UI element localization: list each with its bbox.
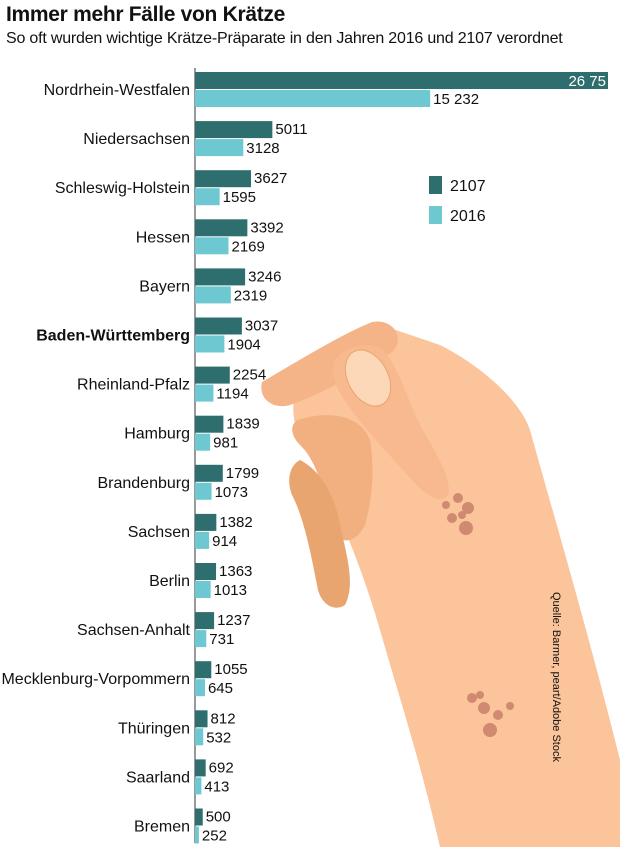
value-label-2016: 914 [212, 533, 237, 550]
value-label-2107: 26 75 [568, 73, 606, 90]
value-label-2107: 1382 [219, 514, 252, 531]
bar-2016 [195, 826, 199, 844]
bar-2016 [195, 728, 204, 746]
legend-swatch-2107 [429, 176, 442, 194]
value-label-2016: 645 [208, 680, 233, 697]
value-label-2107: 1055 [214, 661, 247, 678]
category-label: Schleswig-Holstein [55, 180, 190, 197]
value-label-2016: 15 232 [433, 91, 479, 108]
value-label-2107: 1839 [226, 416, 259, 433]
category-label: Bayern [139, 278, 190, 295]
bar-2016 [195, 531, 210, 549]
bar-2016 [195, 384, 214, 402]
category-label: Brandenburg [97, 475, 190, 492]
category-label: Niedersachsen [83, 131, 190, 148]
value-label-2016: 3128 [246, 140, 279, 157]
bar-2107 [195, 170, 251, 188]
category-label: Sachsen-Anhalt [77, 622, 191, 639]
bar-2016 [195, 679, 205, 697]
value-label-2107: 5011 [275, 121, 307, 138]
bar-2107 [195, 710, 208, 728]
bar-2107 [195, 612, 215, 630]
category-label: Bremen [134, 819, 190, 836]
value-label-2107: 3627 [254, 170, 287, 187]
value-label-2016: 413 [204, 778, 229, 795]
value-label-2016: 1194 [216, 386, 248, 403]
legend-label-2107: 2107 [450, 178, 486, 195]
value-label-2107: 1799 [226, 465, 259, 482]
source-note: Quelle: Barmer, peart/Adobe Stock [550, 592, 562, 762]
category-label: Sachsen [128, 524, 190, 541]
bar-2016 [195, 335, 225, 353]
bar-2107 [195, 808, 203, 826]
bar-2107 [195, 317, 242, 335]
value-label-2016: 2169 [231, 238, 264, 255]
value-label-2016: 1595 [223, 189, 256, 206]
bar-2107 [195, 219, 248, 237]
value-label-2016: 731 [209, 631, 234, 648]
bar-2016 [195, 286, 231, 304]
value-label-2107: 812 [211, 710, 236, 727]
category-label: Berlin [149, 573, 190, 590]
value-label-2016: 981 [213, 435, 238, 452]
value-label-2016: 1073 [215, 484, 248, 501]
category-label: Hessen [136, 229, 190, 246]
bar-2107 [195, 415, 224, 433]
chart-title: Immer mehr Fälle von Krätze [6, 3, 285, 26]
value-label-2016: 2319 [234, 287, 267, 304]
chart-subtitle: So oft wurden wichtige Krätze-Präparate … [6, 30, 563, 47]
category-label: Rheinland-Pfalz [77, 377, 190, 394]
bar-2016 [195, 188, 220, 206]
value-label-2107: 500 [206, 809, 231, 826]
value-label-2016: 1904 [227, 337, 260, 354]
value-label-2107: 3392 [250, 219, 283, 236]
value-label-2107: 3037 [245, 318, 278, 335]
bar-2016 [195, 139, 244, 157]
bar-2016 [195, 777, 202, 795]
value-label-2016: 1013 [214, 582, 247, 599]
category-label: Hamburg [124, 426, 190, 443]
category-label: Saarland [126, 769, 190, 786]
category-label: Baden-Württemberg [36, 328, 190, 345]
bar-2107 [195, 72, 608, 89]
bar-2107 [195, 121, 273, 139]
value-label-2016: 532 [206, 729, 231, 746]
bar-2016 [195, 237, 229, 255]
category-label: Mecklenburg-Vorpommern [1, 671, 190, 688]
bar-2016 [195, 433, 211, 451]
value-label-2107: 1237 [217, 612, 250, 629]
value-label-2016: 252 [202, 828, 227, 845]
value-label-2107: 2254 [233, 367, 266, 384]
bar-2016 [195, 630, 207, 648]
bar-2016 [195, 482, 212, 500]
legend-swatch-2016 [429, 206, 442, 224]
bar-2107 [195, 464, 223, 482]
legend-label-2016: 2016 [450, 208, 486, 225]
bar-2107 [195, 366, 230, 384]
bar-2016 [195, 90, 431, 107]
bar-2107 [195, 268, 246, 286]
value-label-2107: 3246 [248, 268, 281, 285]
value-label-2107: 1363 [219, 563, 252, 580]
value-label-2107: 692 [209, 759, 234, 776]
bar-2016 [195, 581, 211, 598]
category-label: Nordrhein-Westfalen [44, 82, 190, 99]
category-label: Thüringen [118, 720, 190, 737]
bar-2107 [195, 513, 217, 531]
bar-2107 [195, 563, 217, 580]
bar-2107 [195, 759, 206, 777]
bar-2107 [195, 661, 212, 679]
